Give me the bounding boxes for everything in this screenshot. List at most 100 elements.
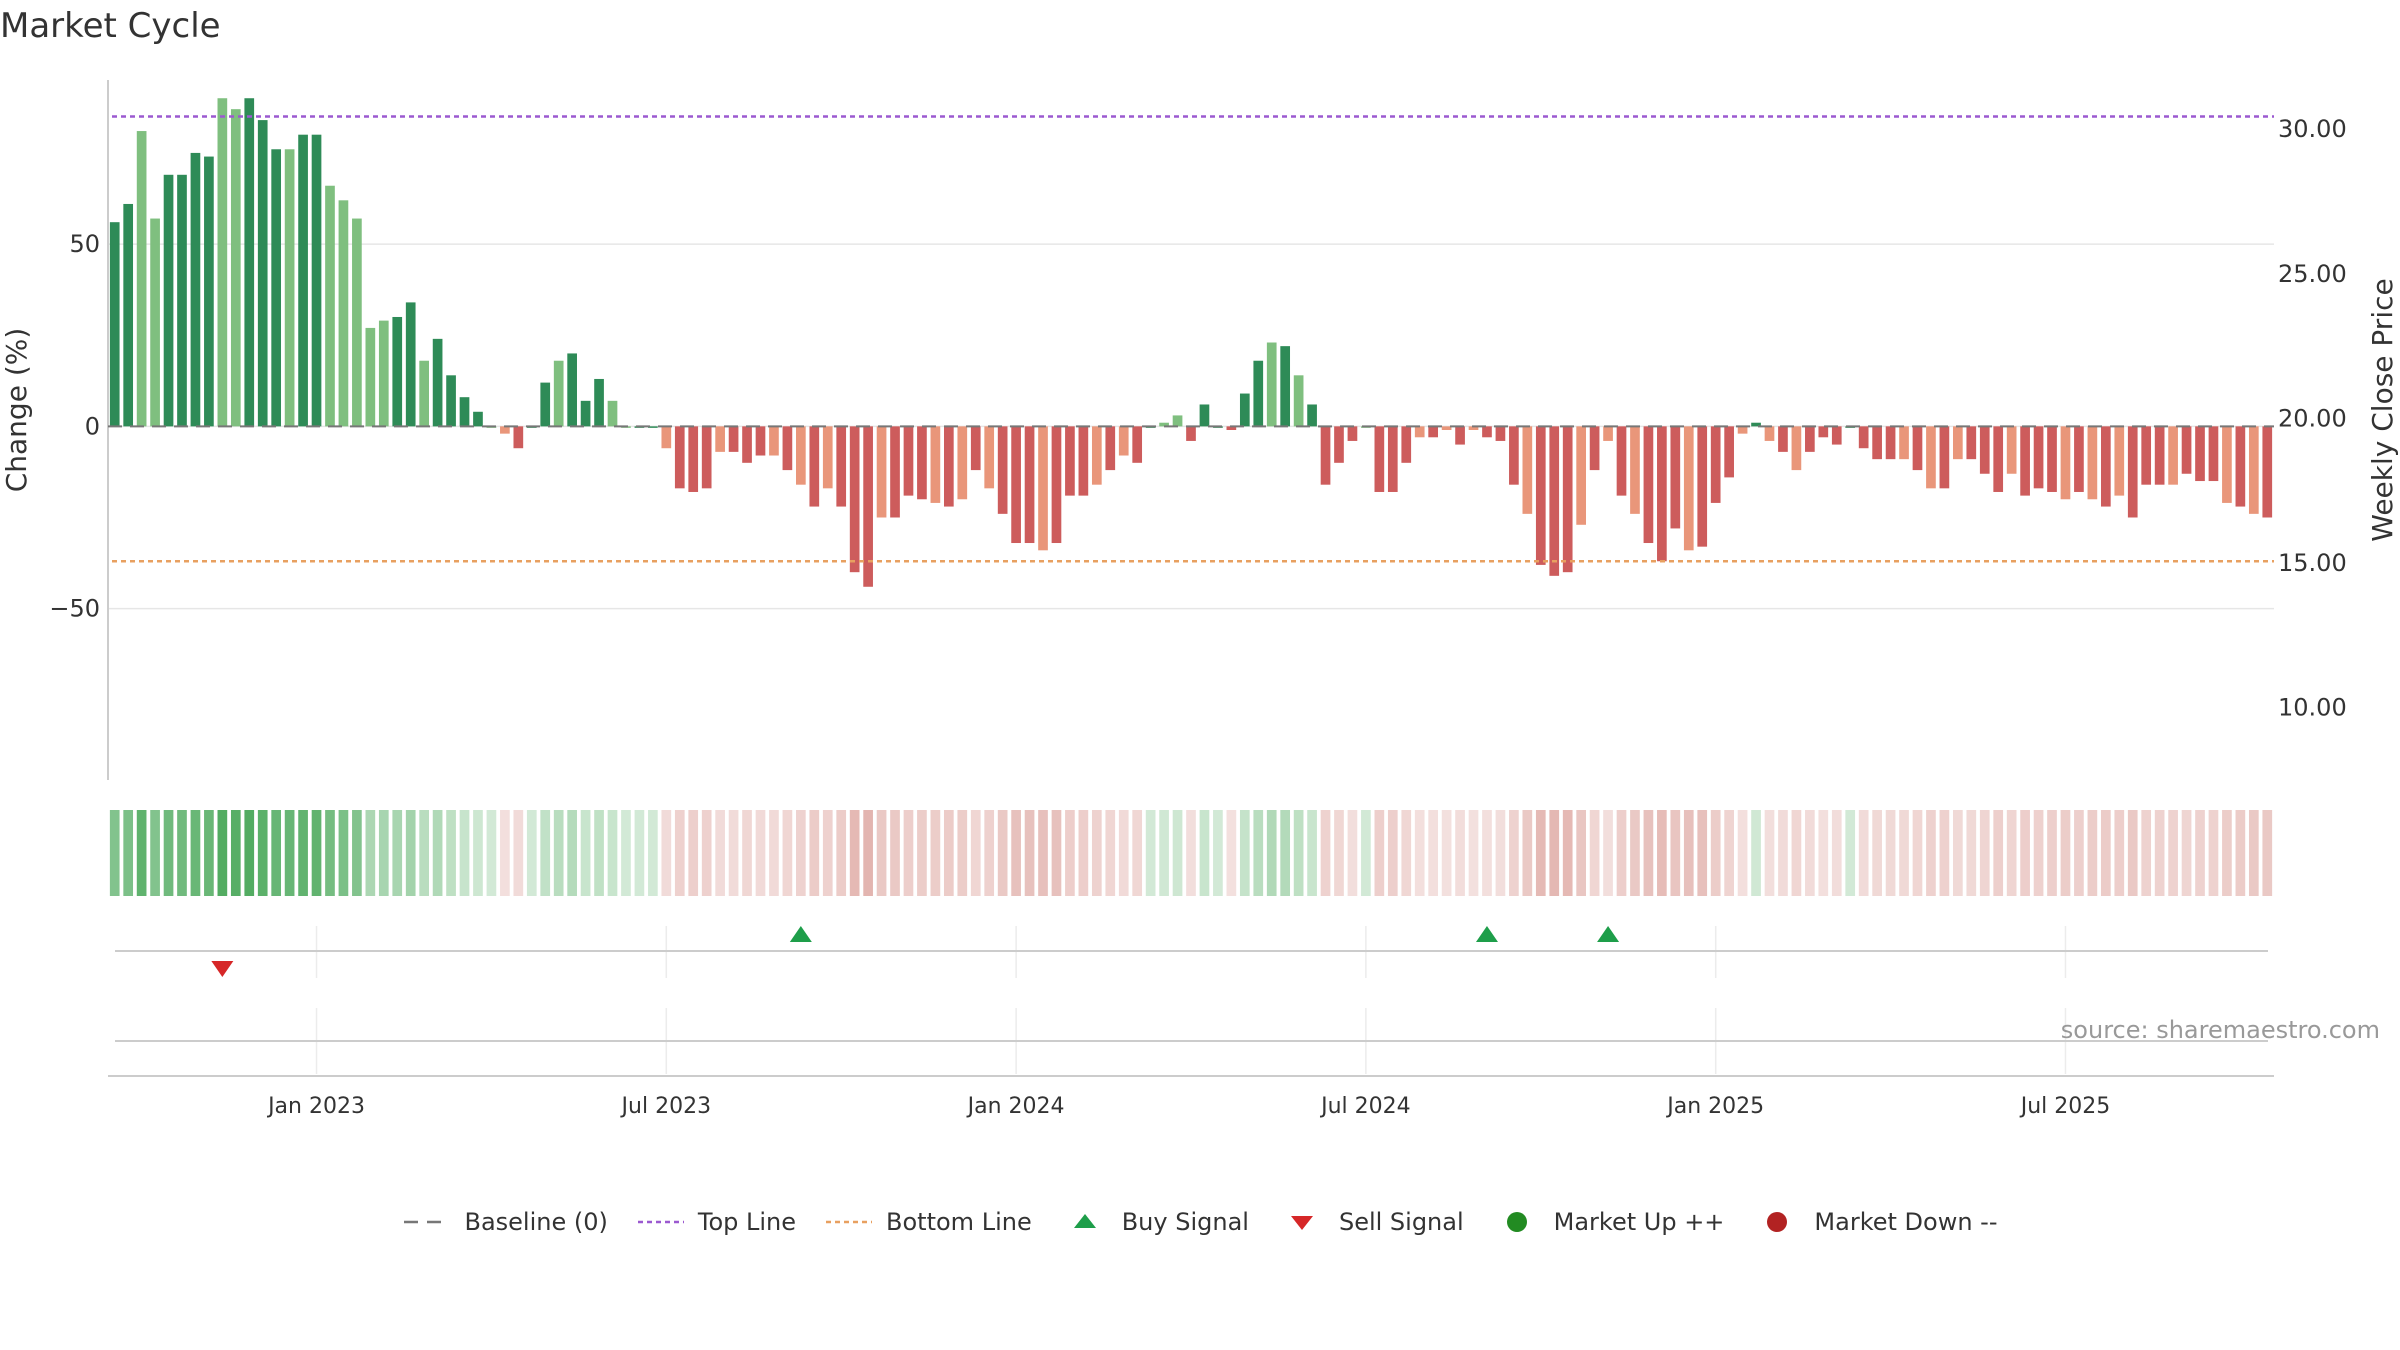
bar bbox=[1966, 426, 1977, 460]
heat-cell bbox=[863, 810, 873, 896]
y2-tick-label: 25.00 bbox=[2278, 260, 2347, 288]
bar bbox=[1065, 426, 1075, 496]
bar bbox=[1078, 426, 1089, 496]
heat-cell bbox=[1038, 810, 1048, 896]
heat-cell bbox=[1374, 810, 1385, 896]
bar bbox=[809, 426, 820, 507]
heat-cell bbox=[809, 810, 820, 896]
bar bbox=[553, 360, 564, 427]
heat-cell bbox=[1562, 810, 1573, 896]
heat-cell bbox=[1979, 810, 1990, 896]
heat-cell bbox=[150, 810, 160, 896]
heat-cell bbox=[1132, 810, 1143, 896]
bar bbox=[1778, 426, 1788, 452]
bar bbox=[419, 360, 429, 427]
bar bbox=[1764, 426, 1775, 441]
heat-cell bbox=[1482, 810, 1492, 896]
x-tick-label: Jan 2024 bbox=[966, 1094, 1065, 1119]
heat-cell bbox=[1307, 810, 1317, 896]
bar bbox=[2074, 426, 2084, 492]
heat-cell bbox=[2168, 810, 2178, 896]
legend-symbol-up bbox=[1506, 1212, 1527, 1232]
heat-cell bbox=[1643, 810, 1654, 896]
legend-symbol-baseline bbox=[404, 1220, 451, 1224]
bar bbox=[311, 134, 322, 427]
heat-cell bbox=[500, 810, 510, 896]
heat-cell bbox=[607, 810, 618, 896]
legend-label: Buy Signal bbox=[1121, 1208, 1249, 1236]
heat-cell bbox=[1105, 810, 1116, 896]
heat-cell bbox=[2222, 810, 2232, 896]
x-tick-label: Jul 2023 bbox=[620, 1094, 712, 1119]
bar bbox=[163, 174, 174, 427]
heat-cell bbox=[2195, 810, 2205, 896]
legend-item-buy: Buy Signal bbox=[1060, 1208, 1249, 1236]
heat-cell bbox=[930, 810, 941, 896]
heat-cell bbox=[1118, 810, 1129, 896]
bar bbox=[769, 426, 779, 456]
heat-cell bbox=[836, 810, 847, 896]
heat-cell bbox=[1993, 810, 2004, 896]
bar bbox=[1643, 426, 1654, 544]
bar bbox=[2100, 426, 2111, 507]
heat-cell bbox=[190, 810, 201, 896]
bar bbox=[1239, 393, 1250, 427]
heat-cell bbox=[1630, 810, 1640, 896]
heat-cell bbox=[284, 810, 295, 896]
bar bbox=[352, 218, 362, 427]
heat-cell bbox=[1468, 810, 1479, 896]
y2-tick-label: 20.00 bbox=[2278, 404, 2347, 432]
bar bbox=[1024, 426, 1035, 544]
bar bbox=[1562, 426, 1573, 573]
bar bbox=[1737, 426, 1748, 434]
bar bbox=[594, 378, 604, 427]
bar bbox=[1186, 426, 1196, 441]
legend-label: Market Up ++ bbox=[1553, 1208, 1725, 1236]
bar bbox=[2208, 426, 2219, 482]
bar bbox=[2248, 426, 2259, 514]
heat-cell bbox=[1549, 810, 1560, 896]
heat-cell bbox=[1159, 810, 1169, 896]
heat-cell bbox=[728, 810, 739, 896]
bar bbox=[2262, 426, 2273, 518]
heat-cell bbox=[876, 810, 887, 896]
heat-cell bbox=[2154, 810, 2165, 896]
heat-cell bbox=[1455, 810, 1465, 896]
bar bbox=[217, 98, 228, 427]
heat-cell bbox=[1145, 810, 1156, 896]
buy-signal-marker bbox=[789, 926, 812, 942]
legend-item-up: Market Up ++ bbox=[1492, 1208, 1725, 1236]
bar bbox=[822, 426, 833, 489]
bar bbox=[365, 327, 376, 427]
x-tick-label: Jul 2024 bbox=[1319, 1094, 1411, 1119]
heat-cell bbox=[1239, 810, 1250, 896]
heat-cell bbox=[1751, 810, 1761, 896]
legend-label: Bottom Line bbox=[886, 1208, 1032, 1236]
bar bbox=[150, 218, 160, 427]
bar bbox=[2141, 426, 2152, 485]
bar bbox=[1280, 346, 1291, 427]
heat-cell bbox=[1441, 810, 1452, 896]
heat-cell bbox=[1065, 810, 1075, 896]
bar bbox=[446, 375, 456, 427]
legend-symbol-top bbox=[637, 1220, 684, 1224]
heat-cell bbox=[1966, 810, 1977, 896]
heat-cell bbox=[1657, 810, 1667, 896]
legend-label: Market Down -- bbox=[1814, 1208, 1998, 1236]
heat-cell bbox=[2060, 810, 2071, 896]
heat-cell bbox=[917, 810, 927, 896]
heat-cell bbox=[204, 810, 214, 896]
heat-cell bbox=[1926, 810, 1936, 896]
bar bbox=[742, 426, 752, 463]
heat-cell bbox=[715, 810, 725, 896]
bar bbox=[1509, 426, 1519, 485]
bar bbox=[473, 411, 483, 427]
bar bbox=[715, 426, 725, 452]
bar bbox=[2087, 426, 2098, 500]
heat-cell bbox=[1199, 810, 1210, 896]
bar bbox=[863, 426, 873, 587]
heat-cell bbox=[1226, 810, 1237, 896]
heat-cell bbox=[2235, 810, 2246, 896]
heat-cell bbox=[459, 810, 470, 896]
bar bbox=[1455, 426, 1465, 445]
